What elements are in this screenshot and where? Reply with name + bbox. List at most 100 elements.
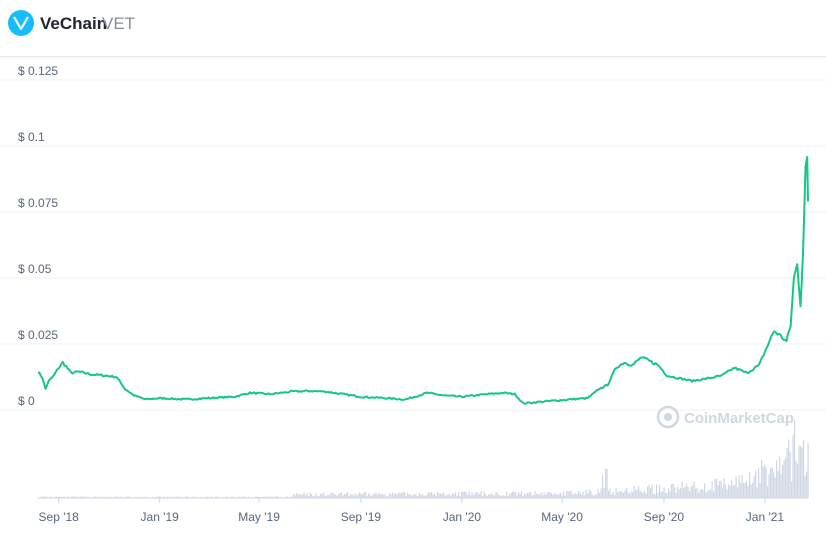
volume-bar <box>360 493 362 498</box>
volume-bar <box>729 486 731 498</box>
volume-bar <box>114 496 116 498</box>
volume-bar <box>704 482 706 498</box>
volume-bar <box>59 496 61 498</box>
volume-bar <box>561 495 563 498</box>
volume-bar <box>780 474 782 498</box>
volume-bar <box>635 489 637 498</box>
volume-bar <box>71 496 73 498</box>
volume-bar <box>720 480 722 498</box>
volume-bar <box>710 490 712 498</box>
volume-bar <box>276 496 278 498</box>
volume-bar <box>408 493 410 498</box>
volume-bar <box>791 481 793 498</box>
volume-bar <box>581 494 583 498</box>
volume-bar <box>764 464 766 498</box>
volume-bar <box>560 492 562 498</box>
price-line <box>37 156 809 405</box>
volume-bar <box>411 495 413 498</box>
volume-bar <box>419 492 421 498</box>
volume-bar <box>557 494 559 498</box>
volume-bar <box>303 492 305 498</box>
volume-bar <box>305 495 307 498</box>
volume-bar <box>351 494 353 498</box>
volume-bar <box>524 493 526 498</box>
volume-bar <box>45 496 47 498</box>
volume-bar <box>623 492 625 498</box>
volume-bar <box>293 494 295 498</box>
volume-bar <box>257 496 259 498</box>
volume-bar <box>78 496 80 498</box>
vechain-logo-icon <box>8 10 34 36</box>
volume-bar <box>662 491 664 498</box>
volume-bar <box>362 494 364 498</box>
volume-bar <box>206 496 208 498</box>
volume-bar <box>462 491 464 498</box>
volume-bar <box>801 447 803 498</box>
volume-bar <box>665 492 667 498</box>
x-tick-label: Jan '21 <box>746 510 785 524</box>
volume-bar <box>651 485 653 498</box>
volume-bar <box>546 492 548 498</box>
volume-bar <box>110 496 112 498</box>
volume-bar <box>522 496 524 498</box>
volume-bar <box>392 492 394 498</box>
volume-bar <box>737 487 739 498</box>
volume-bar <box>596 494 598 498</box>
volume-bar <box>347 492 349 498</box>
volume-bar <box>573 493 575 498</box>
volume-bar <box>759 483 761 498</box>
volume-bar <box>516 495 518 498</box>
volume-bar <box>579 492 581 498</box>
volume-bar <box>645 493 647 498</box>
volume-bar <box>275 496 277 498</box>
volume-bar <box>317 496 319 498</box>
volume-bar <box>164 496 166 498</box>
volume-bar <box>309 492 311 498</box>
volume-bar <box>398 492 400 498</box>
volume-bar <box>531 495 533 498</box>
volume-bar <box>738 475 740 498</box>
volume-bar <box>420 494 422 498</box>
volume-bar <box>447 494 449 498</box>
volume-bar <box>494 495 496 498</box>
volume-bar <box>44 496 46 498</box>
volume-bar <box>155 496 157 498</box>
volume-bar <box>717 484 719 498</box>
volume-bar <box>395 493 397 498</box>
volume-bar <box>624 489 626 498</box>
x-axis-ticks: Sep '18 Jan '19 May '19 Sep '19 Jan '20 May '… <box>39 498 785 524</box>
volume-bar <box>488 494 490 498</box>
volume-bar <box>278 496 280 498</box>
volume-bar <box>657 492 659 498</box>
volume-bar <box>618 491 620 498</box>
volume-bar <box>204 496 206 498</box>
coinmarketcap-logo-icon <box>656 405 680 429</box>
volume-bar <box>467 495 469 498</box>
volume-bar <box>171 496 173 498</box>
volume-bar <box>185 496 187 498</box>
volume-bar <box>762 466 764 498</box>
volume-bar <box>684 486 686 498</box>
volume-bar <box>243 496 245 498</box>
volume-bar <box>126 496 128 498</box>
volume-bar <box>660 491 662 498</box>
volume-bar <box>296 493 298 498</box>
volume-bar <box>353 495 355 498</box>
volume-bar <box>707 491 709 498</box>
volume-bar <box>504 496 506 498</box>
volume-bar <box>227 496 229 498</box>
volume-bar <box>609 488 611 498</box>
volume-bar <box>647 486 649 498</box>
volume-bar <box>176 496 178 498</box>
volume-bar <box>543 492 545 498</box>
volume-bar <box>599 492 601 498</box>
volume-bar <box>498 495 500 498</box>
volume-bar <box>509 494 511 498</box>
volume-bar <box>341 492 343 498</box>
volume-bar <box>437 492 439 498</box>
volume-bar <box>725 484 727 498</box>
volume-bar <box>564 495 566 498</box>
volume-bar <box>614 495 616 498</box>
volume-bar <box>492 495 494 498</box>
volume-bar <box>797 464 799 498</box>
